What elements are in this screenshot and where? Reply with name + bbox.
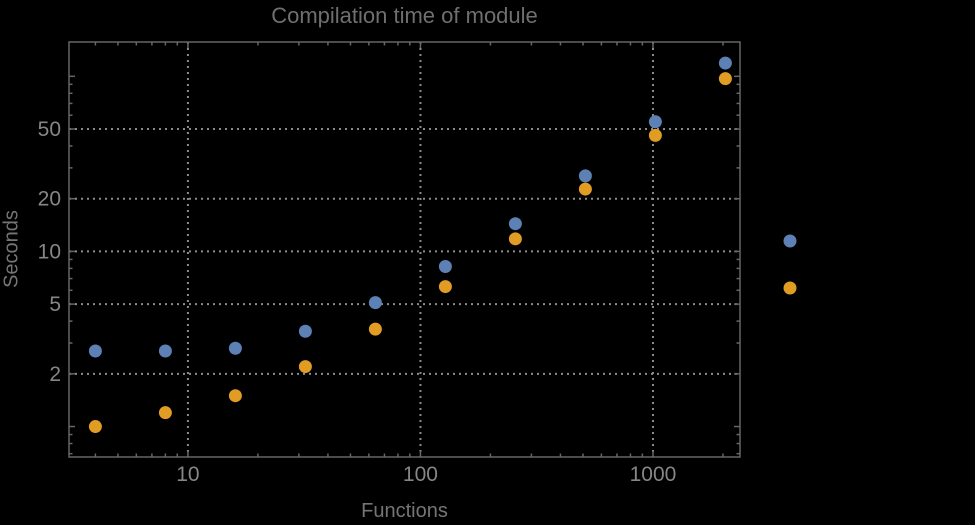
- data-point-series-1-x16: [228, 341, 242, 355]
- data-point-series-1-x1024: [648, 115, 662, 129]
- y-tick-label-2: 2: [49, 363, 61, 386]
- data-point-series-2-x4: [88, 420, 102, 434]
- data-point-series-1-x32: [298, 324, 312, 338]
- x-tick-label-100: 100: [403, 463, 438, 486]
- data-point-series-1-x128: [438, 260, 452, 274]
- y-tick-label-10: 10: [38, 240, 61, 263]
- y-tick-label-5: 5: [49, 293, 61, 316]
- data-point-series-2-x16: [228, 389, 242, 403]
- data-point-series-2-x2048: [718, 72, 732, 86]
- data-point-series-1-x512: [578, 169, 592, 183]
- x-tick-label-1000: 1000: [630, 463, 677, 486]
- data-point-series-1-x8: [158, 344, 172, 358]
- plot-frame: [68, 41, 741, 458]
- legend-marker-series-1: [783, 234, 797, 248]
- legend-marker-series-2: [783, 281, 797, 295]
- data-point-series-2-x64: [368, 322, 382, 336]
- chart-title: Compilation time of module: [271, 3, 538, 28]
- data-point-series-1-x4: [88, 344, 102, 358]
- data-point-series-2-x128: [438, 280, 452, 294]
- data-point-series-2-x256: [508, 232, 522, 246]
- x-tick-label-10: 10: [176, 463, 199, 486]
- y-tick-label-20: 20: [38, 188, 61, 211]
- data-point-series-2-x8: [158, 406, 172, 420]
- data-point-series-2-x1024: [648, 128, 662, 142]
- data-point-series-2-x512: [578, 182, 592, 196]
- data-point-series-1-x64: [368, 296, 382, 310]
- y-tick-label-50: 50: [38, 118, 61, 141]
- x-axis-label: Functions: [361, 500, 448, 522]
- data-point-series-1-x2048: [718, 56, 732, 70]
- data-point-series-2-x32: [298, 360, 312, 374]
- data-point-series-1-x256: [508, 217, 522, 231]
